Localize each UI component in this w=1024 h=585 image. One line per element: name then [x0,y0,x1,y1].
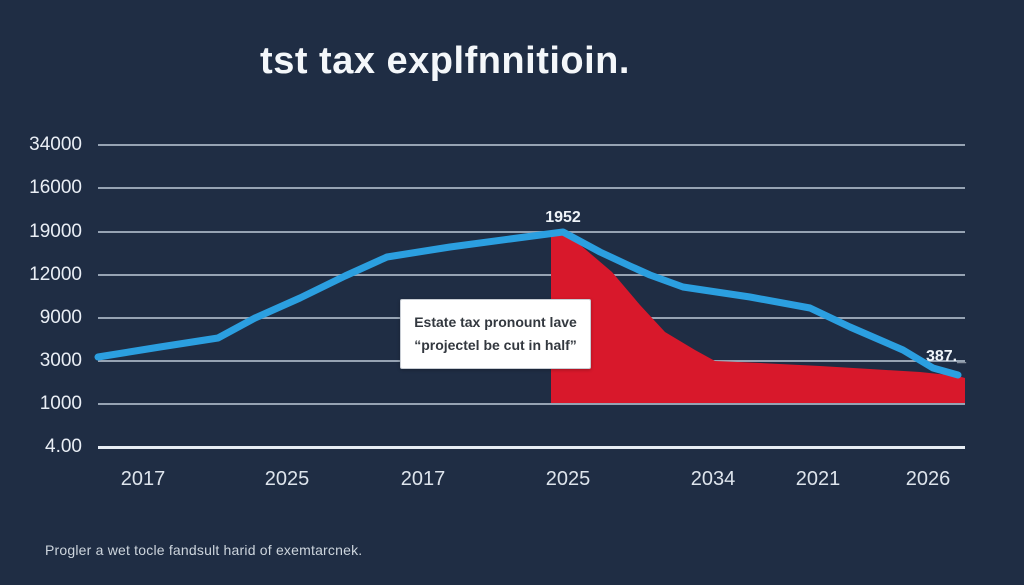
gridline [98,231,965,233]
gridline [98,187,965,189]
x-tick-label: 2017 [400,468,446,490]
chart-title: tst tax explfnnitioin. [260,40,630,82]
peak-value-label: 1952 [545,209,581,226]
x-tick-label: 2026 [905,468,951,490]
gridline [98,144,965,146]
gridline [98,274,965,276]
annotation-box: Estate tax pronount lave “projectel be c… [400,299,591,369]
x-tick-label: 2021 [795,468,841,490]
y-tick-label: 16000 [29,177,82,198]
x-tick-label: 2034 [690,468,736,490]
gridline [98,446,965,449]
y-tick-label: 9000 [39,307,82,328]
y-tick-label: 34000 [29,134,82,155]
y-tick-label: 3000 [39,350,82,371]
x-tick-label: 2025 [264,468,310,490]
footnote: Progler a wet tocle fandsult harid of ex… [45,542,363,558]
x-tick-label: 2017 [120,468,166,490]
y-tick-label: 19000 [29,221,82,242]
annotation-line-1: Estate tax pronount lave [414,314,577,331]
estate-tax-exemption-line [94,228,962,379]
y-tick-label: 12000 [29,264,82,285]
y-tick-label: 1000 [39,393,82,414]
x-tick-label: 2025 [545,468,591,490]
projected-cut-area [551,231,965,403]
end-value-label: 387._ [925,348,967,365]
y-tick-label: 4.00 [45,436,82,457]
annotation-line-2: “projectel be cut in half” [414,336,577,353]
gridline [98,403,965,405]
